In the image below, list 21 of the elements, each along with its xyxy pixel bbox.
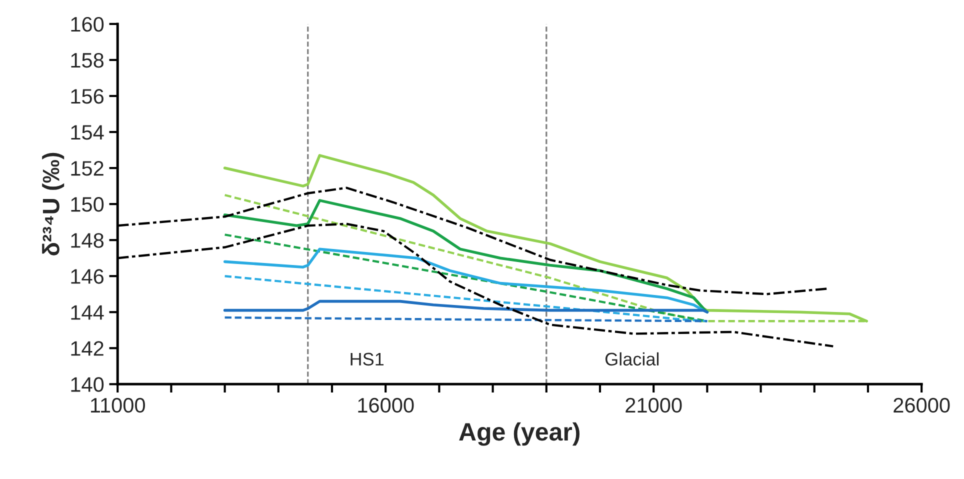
y-tick-label: 140 [71,377,104,392]
y-tick-label: 152 [71,161,104,176]
y-tick-label: 142 [71,341,104,356]
annotation: Glacial [605,352,659,366]
x-axis-title: Age (year) [459,422,580,446]
y-axis-title: δ²³⁴U (‰) [42,152,64,256]
y-tick-label: 156 [71,88,104,104]
y-tick-label: 146 [71,269,104,284]
x-tick-label: 21000 [626,398,682,413]
line-series [223,300,709,314]
x-tick-label: 16000 [358,398,414,413]
line-series [223,248,705,312]
x-tick-label: 26000 [894,398,950,413]
y-tick-label: 160 [71,16,104,32]
y-tick-label: 154 [71,125,104,140]
annotation: HS1 [350,352,384,366]
y-tick-label: 144 [71,305,104,320]
y-tick-label: 158 [71,52,104,68]
y-tick-label: 148 [71,233,104,248]
x-tick-label: 11000 [91,398,145,413]
y-tick-label: 150 [71,197,104,212]
